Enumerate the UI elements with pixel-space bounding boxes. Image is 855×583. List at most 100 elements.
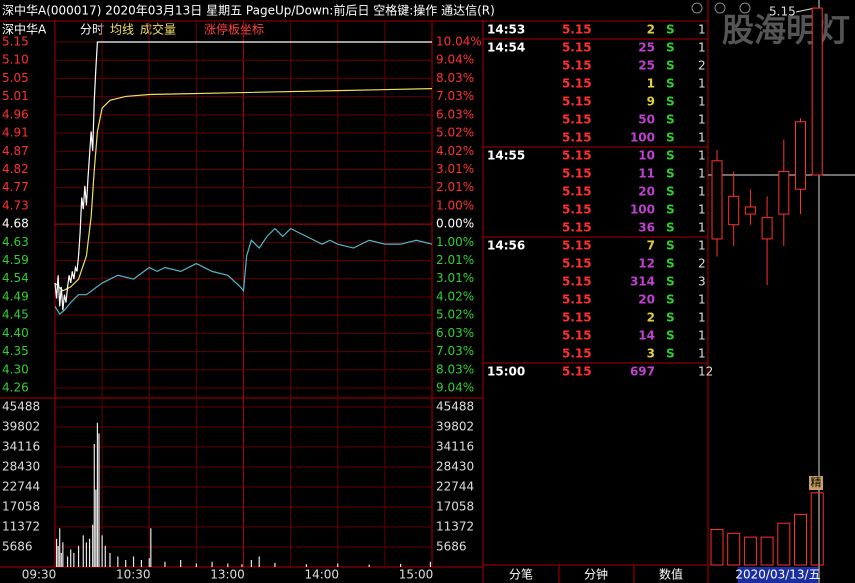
panel-borders [0, 0, 709, 583]
vol-label: 39802 [436, 420, 474, 434]
tick-price: 5.15 [562, 347, 592, 361]
tab[interactable]: 涨停板坐标 [204, 22, 264, 37]
price-label: 5.01 [2, 89, 29, 103]
price-label: 4.82 [2, 162, 29, 176]
price-label: 4.63 [2, 235, 29, 249]
candle-body [761, 217, 773, 240]
pct-label: 7.03% [436, 344, 474, 358]
kline-volume [743, 536, 757, 566]
tick-price: 5.15 [562, 149, 592, 163]
bottom-tab[interactable]: 数值 [659, 567, 683, 582]
tick-time: 14:54 [487, 41, 525, 55]
tick-count: 3 [698, 275, 706, 289]
vol-label: 5686 [2, 540, 33, 554]
candle-body [728, 195, 740, 226]
tick-volume: 100 [630, 131, 655, 145]
tick-time: 14:55 [487, 149, 525, 163]
tick-volume: 11 [638, 167, 655, 181]
tick-volume: 25 [638, 41, 655, 55]
pct-label: 1.00% [436, 235, 474, 249]
pct-label: 5.02% [436, 126, 474, 140]
tab[interactable]: 成交量 [140, 22, 176, 37]
tick-count: 1 [698, 347, 706, 361]
vol-label: 22744 [436, 480, 474, 494]
time-label: 14:00 [304, 568, 339, 582]
tick-side: S [666, 329, 675, 343]
pct-label: 9.04% [436, 53, 474, 67]
pct-label: 0.00% [436, 217, 474, 231]
pct-label: 1.00% [436, 198, 474, 212]
tick-count: 1 [698, 113, 706, 127]
tick-count: 1 [698, 239, 706, 253]
tick-volume: 7 [647, 239, 655, 253]
time-label: 15:00 [399, 568, 434, 582]
vol-label: 5686 [436, 540, 467, 554]
tick-volume: 2 [647, 23, 655, 37]
tab[interactable]: 深中华A [2, 22, 47, 37]
pct-label: 8.03% [436, 362, 474, 376]
price-label: 4.91 [2, 126, 29, 140]
tick-price: 5.15 [562, 77, 592, 91]
window-icons [691, 2, 751, 14]
tick-side: S [666, 257, 675, 271]
tab[interactable]: 分时 [80, 23, 104, 37]
bottom-tab[interactable]: 分钟 [584, 567, 608, 582]
tab[interactable]: 均线 [110, 23, 134, 37]
tick-price: 5.15 [562, 293, 592, 307]
candle-body [711, 160, 723, 240]
tick-volume: 100 [630, 203, 655, 217]
pct-label: 8.03% [436, 71, 474, 85]
tick-side: S [666, 131, 675, 145]
tick-volume: 10 [638, 149, 655, 163]
price-label: 4.96 [2, 107, 29, 121]
tick-count: 1 [698, 293, 706, 307]
price-label: 4.73 [2, 198, 29, 212]
price-label: 4.30 [2, 362, 29, 376]
tick-price: 5.15 [562, 95, 592, 109]
bottom-tab[interactable]: 分笔 [509, 567, 533, 582]
vol-label: 28430 [2, 460, 40, 474]
pct-label: 7.03% [436, 89, 474, 103]
candle-body [778, 170, 790, 215]
price-label: 4.49 [2, 289, 29, 303]
pct-label: 9.04% [436, 381, 474, 395]
tick-time: 15:00 [487, 365, 525, 379]
pct-label: 3.01% [436, 271, 474, 285]
avg-line [54, 88, 433, 292]
tick-volume: 36 [638, 221, 655, 235]
tick-price: 5.15 [562, 167, 592, 181]
tick-time: 14:56 [487, 239, 525, 253]
tick-side: S [666, 149, 675, 163]
tick-price: 5.15 [562, 329, 592, 343]
tick-separators [483, 38, 708, 364]
tick-side: S [666, 167, 675, 181]
tick-side: S [666, 239, 675, 253]
watermark: 股海明灯 [722, 11, 850, 49]
tick-volume: 697 [630, 365, 655, 379]
tick-count: 1 [698, 221, 706, 235]
tick-price: 5.15 [562, 257, 592, 271]
tick-volume: 20 [638, 185, 655, 199]
vol-label: 45488 [436, 400, 474, 414]
time-label: 13:00 [210, 568, 245, 582]
tick-count: 1 [698, 77, 706, 91]
pct-label: 3.01% [436, 162, 474, 176]
tick-count: 1 [698, 311, 706, 325]
tick-price: 5.15 [562, 185, 592, 199]
tick-count: 1 [698, 185, 706, 199]
vol-label: 11372 [2, 520, 40, 534]
pct-label: 6.03% [436, 107, 474, 121]
price-label: 5.10 [2, 53, 29, 67]
candle-body [795, 121, 806, 190]
tick-side: S [666, 311, 675, 325]
vol-label: 45488 [2, 400, 40, 414]
tag: 精 [811, 476, 822, 489]
tick-side: S [666, 275, 675, 289]
tick-count: 1 [698, 149, 706, 163]
tick-price: 5.15 [562, 311, 592, 325]
tick-side: S [666, 113, 675, 127]
tick-volume: 50 [638, 113, 655, 127]
